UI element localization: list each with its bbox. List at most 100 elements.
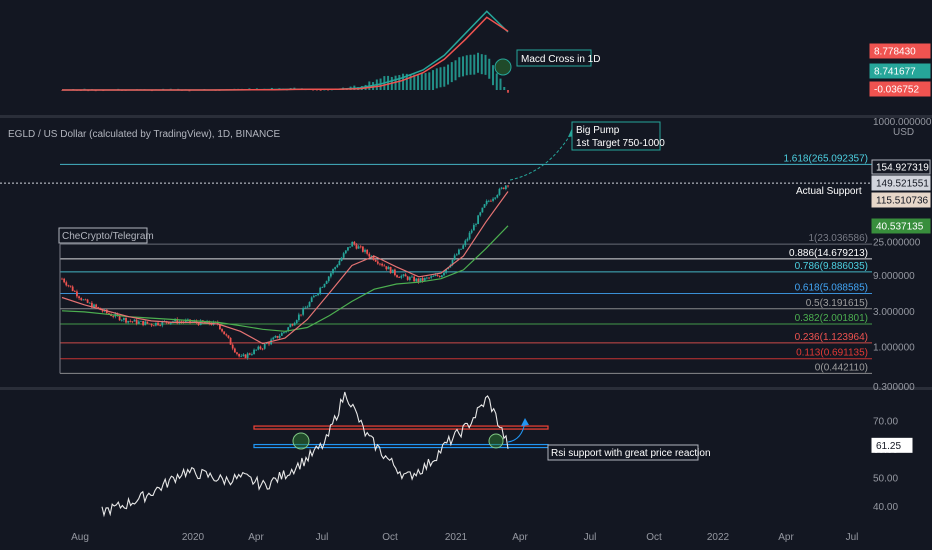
candle-body bbox=[137, 321, 140, 324]
candle-body bbox=[118, 315, 121, 321]
candle-body bbox=[154, 322, 157, 326]
candle-body bbox=[148, 323, 151, 325]
macd-badge-2: -0.036752 bbox=[869, 81, 931, 97]
pump-note-box bbox=[571, 121, 661, 151]
candle-body bbox=[210, 323, 213, 325]
rsi-line bbox=[101, 391, 509, 518]
candle-body bbox=[445, 269, 448, 273]
macd-hist-bar bbox=[499, 78, 502, 90]
candle-body bbox=[434, 274, 437, 277]
candle-body bbox=[152, 325, 155, 327]
candle-body bbox=[472, 224, 475, 231]
macd-signal-line bbox=[62, 16, 509, 91]
candle-body bbox=[419, 278, 422, 283]
candle-body bbox=[176, 318, 179, 324]
candle-body bbox=[319, 287, 322, 294]
fib-label-8: 0.113(0.691135) bbox=[796, 348, 868, 359]
candle-body bbox=[289, 324, 292, 328]
candle-body bbox=[336, 265, 339, 268]
candle-body bbox=[184, 320, 187, 323]
macd-badges: 8.778430 8.741677 -0.036752 bbox=[869, 43, 931, 97]
rsi-pane-divider[interactable] bbox=[0, 387, 932, 390]
macd-pane-divider[interactable] bbox=[0, 115, 932, 118]
rsi-arrow-head-icon bbox=[521, 418, 529, 426]
fib-label-5: 0.5(3.191615) bbox=[806, 298, 868, 309]
candle-body bbox=[236, 352, 238, 354]
candle-body bbox=[417, 278, 420, 283]
price-badge-3-box bbox=[871, 218, 931, 234]
candle-body bbox=[396, 275, 398, 278]
price-badge-0-value: 154.927319 bbox=[876, 163, 929, 174]
candle-body bbox=[304, 307, 307, 309]
macd-hist-bar bbox=[443, 66, 446, 87]
candle-body bbox=[468, 232, 471, 239]
candle-body bbox=[142, 320, 144, 326]
candle-body bbox=[389, 267, 392, 274]
macd-badge-0: 8.778430 bbox=[869, 43, 931, 59]
candle-body bbox=[385, 266, 388, 270]
candle-body bbox=[238, 353, 241, 357]
macd-hist-bar bbox=[447, 64, 450, 85]
candle-body bbox=[255, 349, 258, 351]
price-tick-4: 1.000000 bbox=[873, 343, 915, 354]
candle-body bbox=[413, 276, 416, 282]
candle-body bbox=[251, 354, 253, 355]
candle-body bbox=[216, 322, 219, 325]
macd-hist-bar bbox=[469, 54, 472, 75]
fib-label-3: 0.786(9.886035) bbox=[795, 261, 868, 272]
candle-body bbox=[310, 297, 313, 302]
candle-body bbox=[272, 337, 275, 340]
candle-body bbox=[146, 321, 149, 324]
macd-hist-bar bbox=[473, 54, 476, 75]
candle-body bbox=[398, 277, 401, 278]
candle-body bbox=[400, 275, 403, 278]
fib-label-6: 0.382(2.001801) bbox=[795, 313, 868, 324]
price-pane[interactable]: EGLD / US Dollar (calculated by TradingV… bbox=[0, 117, 932, 393]
candle-body bbox=[475, 224, 477, 225]
candle-body bbox=[374, 259, 377, 262]
candle-body bbox=[233, 348, 236, 353]
candle-body bbox=[82, 299, 85, 301]
candle-body bbox=[242, 354, 245, 356]
candle-body bbox=[227, 335, 230, 338]
macd-cross-marker bbox=[494, 58, 512, 76]
rsi-bounce-marker-1 bbox=[292, 432, 310, 450]
pane-separators[interactable] bbox=[0, 115, 932, 390]
candle-body bbox=[293, 323, 296, 326]
candle-body bbox=[248, 353, 251, 355]
candle-body bbox=[283, 332, 285, 334]
candle-body bbox=[383, 265, 386, 267]
macd-hist-bar bbox=[432, 70, 435, 90]
time-tick-2: Apr bbox=[248, 532, 264, 543]
macd-hist-bar bbox=[492, 65, 495, 86]
macd-pane[interactable]: Macd Cross in 1D 8.778430 8.741677 -0.0367… bbox=[61, 10, 931, 97]
candle-body bbox=[112, 316, 115, 317]
pump-projection-arrow bbox=[509, 131, 573, 181]
candle-body bbox=[93, 304, 95, 308]
macd-hist-bar bbox=[420, 73, 423, 90]
watermark-label: CheCrypto/Telegram bbox=[62, 231, 154, 242]
candle-body bbox=[140, 320, 142, 322]
macd-hist-bar bbox=[507, 90, 509, 93]
candle-body bbox=[496, 194, 499, 198]
macd-hist-bar bbox=[435, 68, 438, 89]
rsi-bounce-marker-2 bbox=[488, 433, 504, 449]
rsi-note: Rsi support with great price reaction bbox=[551, 448, 711, 459]
macd-badge-1-value: 8.741677 bbox=[874, 67, 916, 78]
macd-hist-bar bbox=[417, 75, 420, 90]
candle-body bbox=[391, 269, 394, 274]
candle-body bbox=[315, 295, 317, 296]
candle-body bbox=[492, 198, 494, 201]
price-badge-2: 115.510736 bbox=[871, 192, 931, 208]
price-badge-0: 154.927319 bbox=[871, 159, 931, 175]
price-badge-1: 149.521551 bbox=[871, 175, 931, 191]
candle-body bbox=[436, 274, 439, 276]
candle-body bbox=[347, 247, 349, 251]
candle-body bbox=[150, 323, 153, 326]
macd-hist-bar bbox=[488, 58, 491, 79]
candle-body bbox=[443, 272, 445, 276]
candle-body bbox=[411, 276, 413, 278]
